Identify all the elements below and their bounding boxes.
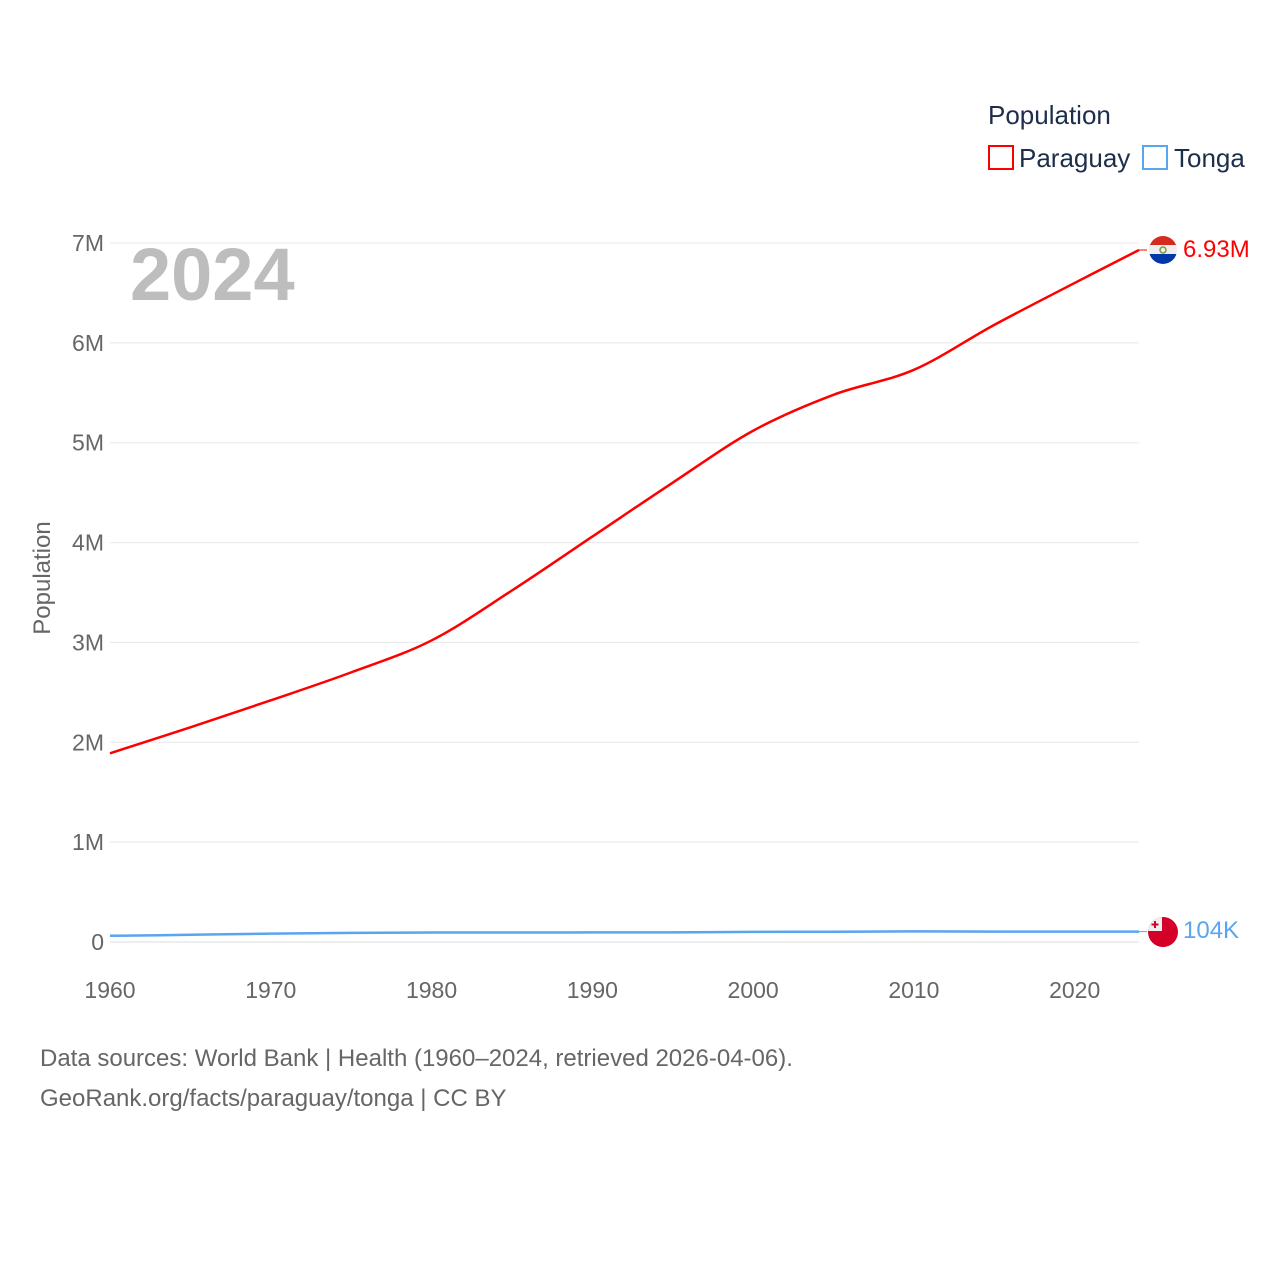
x-tick-label: 1960 bbox=[84, 977, 135, 1003]
x-tick-label: 1990 bbox=[567, 977, 618, 1003]
y-tick-label: 6M bbox=[72, 330, 104, 356]
paraguay-end-label: 6.93M bbox=[1183, 236, 1250, 263]
tonga-end-label: 104K bbox=[1183, 917, 1239, 944]
legend-label-tonga: Tonga bbox=[1174, 143, 1245, 173]
y-tick-label: 7M bbox=[72, 230, 104, 256]
y-tick-label: 5M bbox=[72, 430, 104, 456]
y-tick-label: 2M bbox=[72, 729, 104, 755]
footer-link[interactable]: GeoRank.org/facts/paraguay/tonga | CC BY bbox=[40, 1085, 507, 1112]
y-tick-label: 0 bbox=[91, 929, 104, 955]
y-tick-label: 1M bbox=[72, 829, 104, 855]
x-tick-label: 2010 bbox=[888, 977, 939, 1003]
legend-swatch-paraguay bbox=[988, 145, 1014, 170]
series-line-tonga bbox=[109, 930, 1139, 938]
y-tick-label: 3M bbox=[72, 629, 104, 655]
footer-source: Data sources: World Bank | Health (1960–… bbox=[40, 1045, 793, 1072]
legend-item-tonga[interactable]: Tonga bbox=[1142, 143, 1245, 173]
tonga-flag-icon bbox=[1148, 917, 1178, 947]
x-tick-label: 2000 bbox=[728, 977, 779, 1003]
legend-item-paraguay[interactable]: Paraguay bbox=[988, 143, 1130, 173]
x-tick-label: 2020 bbox=[1049, 977, 1100, 1003]
legend-title: Population bbox=[988, 100, 1111, 130]
series-line-paraguay bbox=[109, 248, 1140, 755]
y-tick-label: 4M bbox=[72, 530, 104, 556]
y-axis-label: Population bbox=[29, 521, 56, 634]
x-tick-label: 1980 bbox=[406, 977, 457, 1003]
year-overlay: 2024 bbox=[130, 233, 295, 316]
legend-label-paraguay: Paraguay bbox=[1019, 143, 1130, 173]
paraguay-flag-icon bbox=[1149, 236, 1177, 264]
legend-swatch-tonga bbox=[1142, 145, 1168, 170]
x-tick-label: 1970 bbox=[245, 977, 296, 1003]
